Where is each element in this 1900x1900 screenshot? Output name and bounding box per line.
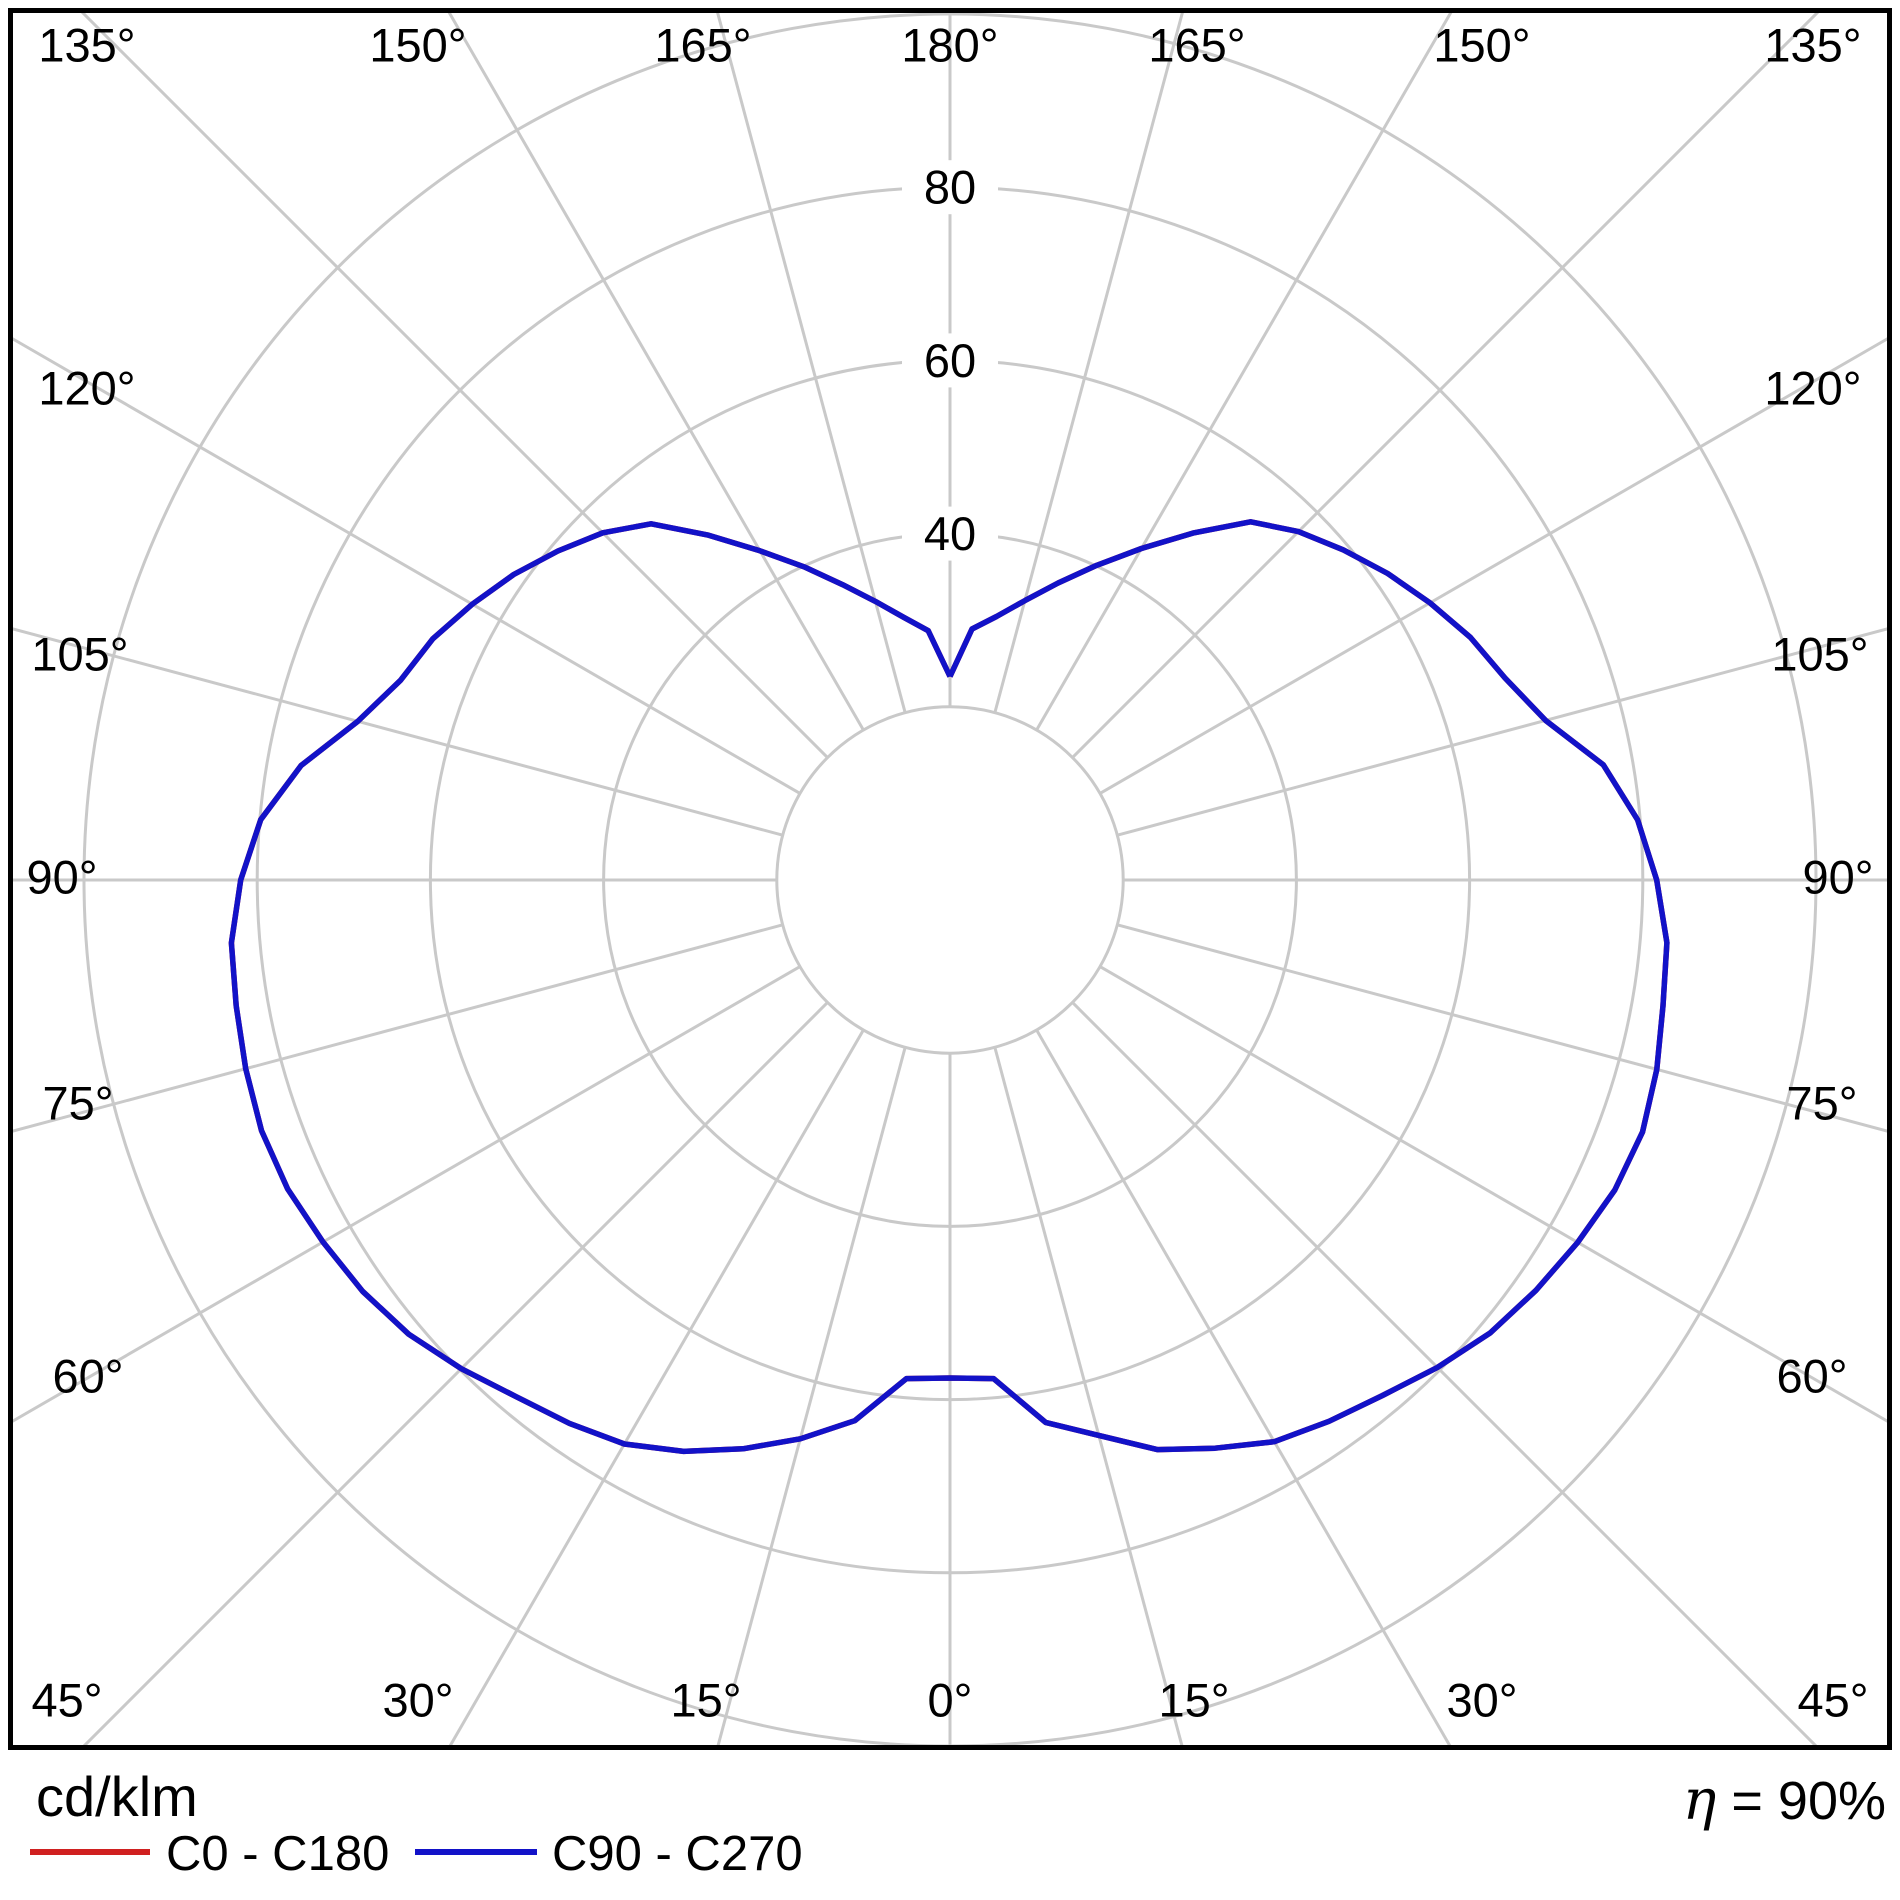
grid-spoke--150 [1035, 12, 1453, 731]
angle-label-20: 15° [670, 1674, 741, 1727]
grid-spoke--15 [993, 1046, 1184, 1746]
efficiency-value: = 90% [1731, 1771, 1886, 1831]
legend-swatch-c90-c270 [415, 1849, 537, 1855]
angle-label-17: 60° [1776, 1350, 1847, 1403]
angle-label-5: 150° [1433, 19, 1530, 72]
grid-ring-20 [775, 705, 1125, 1055]
angle-label-14: 105° [1771, 628, 1868, 681]
grid-spoke--135 [1071, 12, 1821, 759]
angle-label-3: 180° [901, 19, 998, 72]
angle-label-23: 30° [1446, 1674, 1517, 1727]
grid-spoke-60 [12, 965, 801, 1424]
radial-tick-label-40: 40 [924, 507, 976, 560]
angle-label-6: 135° [1764, 19, 1861, 72]
grid-spoke--30 [1035, 1029, 1452, 1746]
angle-label-22: 15° [1158, 1674, 1229, 1727]
radial-label-mask [902, 333, 998, 388]
angle-label-16: 75° [1786, 1077, 1857, 1130]
radial-label-mask [902, 160, 998, 215]
radial-tick-labels: 40 60 80 [902, 160, 998, 561]
radial-label-mask [902, 506, 998, 561]
angle-label-18: 45° [1797, 1674, 1868, 1727]
curve-c90-c270 [228, 519, 1670, 1455]
radial-tick-label-80: 80 [924, 161, 976, 214]
grid-spoke-15 [716, 1046, 907, 1746]
grid-spoke--105 [1116, 627, 1888, 837]
angle-label-1: 150° [369, 19, 466, 72]
grid-spoke-165 [715, 12, 907, 714]
legend-label-c0-c180: C0 - C180 [166, 1827, 390, 1881]
plot-border [8, 8, 1892, 1750]
angle-label-11: 60° [52, 1350, 123, 1403]
angle-label-9: 90° [26, 851, 97, 904]
angle-label-19: 30° [382, 1674, 453, 1727]
angle-label-15: 90° [1802, 851, 1873, 904]
legend-swatch-c0-c180 [30, 1849, 150, 1855]
angle-label-7: 120° [38, 362, 135, 415]
angle-label-13: 120° [1764, 362, 1861, 415]
unit-label: cd/klm [36, 1765, 198, 1828]
grid-spoke-45 [81, 1001, 829, 1746]
angle-label-4: 165° [1148, 19, 1245, 72]
legend-label-c90-c270: C90 - C270 [552, 1827, 803, 1881]
angle-label-8: 105° [31, 628, 128, 681]
grid-spoke--75 [1116, 923, 1888, 1133]
radial-tick-label-60: 60 [924, 334, 976, 387]
grid-spoke--165 [993, 12, 1185, 714]
angle-label-2: 165° [654, 19, 751, 72]
grid-spoke-105 [12, 627, 784, 837]
grid-spoke-150 [447, 12, 865, 731]
grid-spoke-75 [12, 923, 784, 1133]
angle-label-12: 45° [31, 1674, 102, 1727]
grid-spoke-135 [79, 12, 829, 759]
grid-spoke-30 [448, 1029, 865, 1746]
eta-symbol: η [1682, 1768, 1717, 1833]
angle-label-0: 135° [38, 19, 135, 72]
efficiency-label: η = 90% [1683, 1768, 1886, 1833]
angle-label-21: 0° [928, 1674, 973, 1727]
grid-spoke--45 [1071, 1001, 1819, 1746]
grid-spoke--60 [1099, 965, 1888, 1424]
grid-spoke--120 [1099, 336, 1888, 795]
angle-label-10: 75° [42, 1077, 113, 1130]
curves [228, 519, 1670, 1455]
angle-labels: 135° 150° 165° 180° 165° 150° 135° 120° 105° 90° 7… [26, 19, 1873, 1727]
grid-spoke-120 [12, 336, 801, 795]
